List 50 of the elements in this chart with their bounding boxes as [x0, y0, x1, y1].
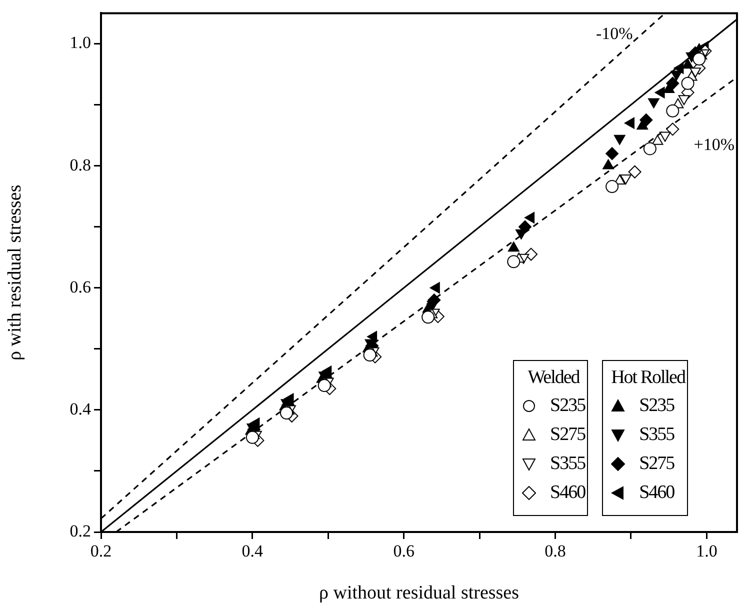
- point: [648, 98, 660, 108]
- y-tick-label: 1.0: [70, 33, 91, 52]
- point: [422, 310, 435, 324]
- point: [678, 95, 690, 106]
- x-tick-label: 0.4: [242, 542, 264, 561]
- point: [654, 86, 665, 98]
- point: [246, 430, 259, 444]
- legend-label: S355: [550, 452, 586, 474]
- y-tick-label: 0.2: [70, 521, 91, 540]
- point: [681, 76, 694, 90]
- legend-label: S460: [639, 482, 674, 504]
- y-tick-label: 0.4: [70, 399, 92, 418]
- point: [318, 379, 331, 392]
- legend-label: S235: [550, 394, 586, 416]
- point: [643, 142, 656, 156]
- x-tick-label: 0.6: [393, 542, 414, 561]
- text: Hot Rolled: [611, 367, 685, 388]
- legend-label: S235: [639, 394, 674, 416]
- y-axis-title: ρ with residual stresses: [4, 184, 26, 360]
- x-axis-title: ρ without residual stresses: [319, 582, 519, 604]
- point: [666, 104, 680, 118]
- point: [606, 180, 619, 194]
- point: [624, 117, 634, 129]
- point: [670, 70, 682, 81]
- text: Welded: [528, 367, 580, 388]
- point: [692, 52, 706, 66]
- point: [690, 68, 702, 78]
- legend-label: S355: [639, 424, 674, 446]
- y-tick-label: 0.6: [70, 277, 91, 296]
- point: [507, 255, 520, 268]
- x-tick-label: 1.0: [696, 542, 718, 561]
- point: [666, 122, 680, 136]
- legend-label: S460: [550, 482, 586, 504]
- point: [620, 174, 632, 184]
- point: [606, 147, 619, 160]
- legend-label: S275: [639, 452, 674, 474]
- point: [628, 165, 642, 178]
- point: [363, 348, 376, 362]
- annotation: -10%: [596, 24, 633, 44]
- point: [614, 134, 626, 145]
- annotation: +10%: [694, 134, 735, 154]
- point: [524, 212, 535, 224]
- x-tick-label: 0.8: [544, 542, 566, 561]
- legend-label: S275: [550, 424, 586, 446]
- x-tick-label: 0.2: [90, 542, 112, 561]
- y-tick-label: 0.8: [70, 155, 91, 174]
- point: [280, 406, 293, 420]
- point: [367, 330, 378, 342]
- point: [659, 132, 671, 142]
- point: [430, 282, 440, 294]
